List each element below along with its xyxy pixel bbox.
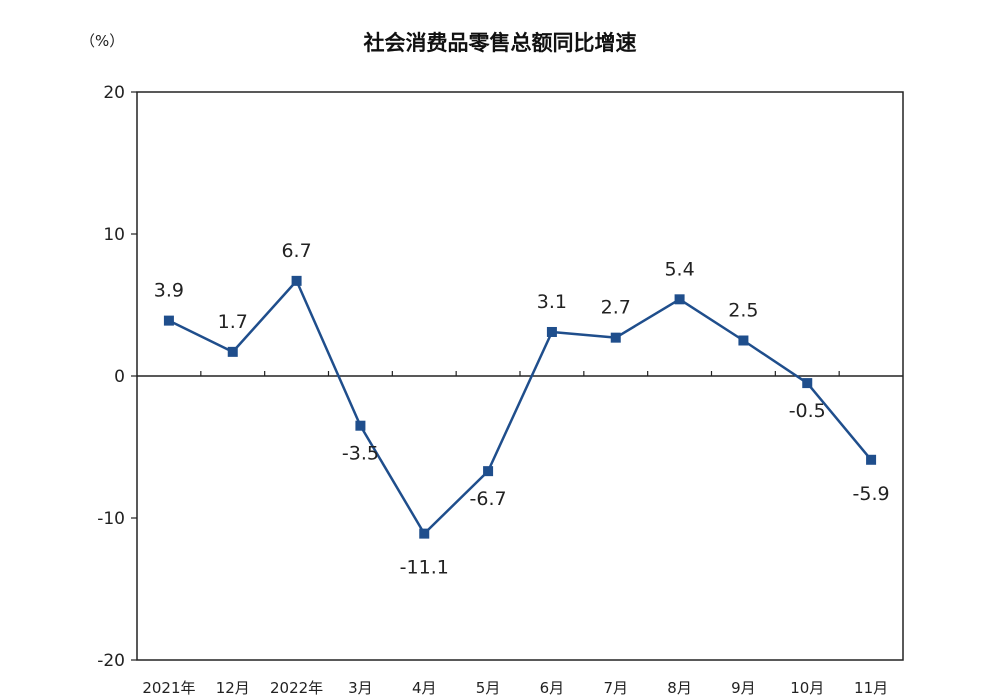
x-tick-label: 4月	[412, 679, 437, 697]
y-tick-label: 20	[103, 83, 125, 103]
data-point	[355, 420, 366, 431]
data-label: 2.7	[601, 297, 631, 319]
y-axis: 20 10 0 -10 -20	[97, 83, 137, 671]
data-label: 3.9	[154, 280, 184, 302]
data-point	[546, 326, 557, 337]
data-point	[738, 335, 749, 346]
data-point	[227, 346, 238, 357]
x-tick-label: 7月	[603, 679, 628, 697]
x-tick-label: 2021年	[142, 679, 195, 697]
series-growth-rate	[163, 275, 877, 539]
data-point	[866, 454, 877, 465]
y-tick-label: -20	[97, 651, 125, 671]
y-tick-label: -10	[97, 509, 125, 529]
data-point	[802, 378, 813, 389]
data-label: 5.4	[664, 258, 694, 280]
data-point	[610, 332, 621, 343]
data-label: 6.7	[281, 240, 311, 262]
data-label: -6.7	[470, 488, 507, 510]
data-point	[419, 528, 430, 539]
data-point	[483, 466, 494, 477]
x-axis: 2021年 12月 2022年 3月 4月 5月 6月 7月 8月 9月 10月 11月	[142, 371, 888, 697]
x-tick-label: 6月	[540, 679, 565, 697]
data-point	[674, 294, 685, 305]
x-tick-label: 11月	[854, 679, 888, 697]
x-tick-label: 12月	[216, 679, 250, 697]
data-label: 2.5	[728, 300, 758, 322]
data-label: -0.5	[789, 400, 826, 422]
chart-title: 社会消费品零售总额同比增速	[363, 31, 637, 55]
x-tick-label: 3月	[348, 679, 373, 697]
data-label: 3.1	[537, 291, 567, 313]
x-tick-label: 10月	[790, 679, 824, 697]
data-label: -11.1	[400, 557, 449, 579]
data-label: 1.7	[218, 311, 248, 333]
series-line	[168, 279, 873, 535]
data-point	[163, 315, 174, 326]
data-label: -5.9	[853, 483, 890, 505]
x-tick-label: 5月	[476, 679, 501, 697]
data-labels: 3.9 1.7 6.7 -3.5 -11.1 -6.7 3.1 2.7 5.4 2.5 -0.5 -5…	[154, 240, 890, 579]
y-tick-label: 0	[114, 367, 125, 387]
data-point	[291, 275, 302, 286]
x-tick-label: 2022年	[270, 679, 323, 697]
y-axis-unit: （%）	[80, 32, 124, 50]
y-tick-label: 10	[103, 225, 125, 245]
x-tick-label: 8月	[667, 679, 692, 697]
data-label: -3.5	[342, 443, 379, 465]
x-tick-label: 9月	[731, 679, 756, 697]
